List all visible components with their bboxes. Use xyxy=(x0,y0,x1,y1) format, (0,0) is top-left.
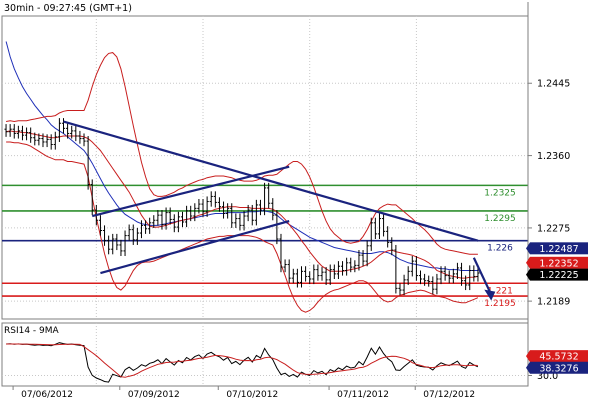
level-label: 1.2195 xyxy=(484,299,516,309)
x-tick-label: 07/12/2012 xyxy=(423,390,475,400)
x-axis: 07/06/2012 07/09/2012 07/10/2012 07/11/2012… xyxy=(12,386,475,400)
indicator-tick-label: 30.0 xyxy=(537,371,558,382)
projection-arrow-head xyxy=(484,289,496,301)
level-label: 1.221 xyxy=(487,286,513,296)
price-flag-pointer xyxy=(526,268,530,281)
indicator-flag-pointer xyxy=(526,350,530,363)
indicator-flag-pointer xyxy=(526,361,530,374)
price-flag-label: 1.22487 xyxy=(539,244,578,255)
price-flag-bg xyxy=(530,242,588,255)
indicator-flag-label: 38.3276 xyxy=(539,363,578,374)
trendline xyxy=(91,165,290,218)
price-flag-label: 1.22352 xyxy=(539,258,578,269)
indicator-flag-label: 45.5732 xyxy=(539,352,578,363)
indicator-grid xyxy=(2,323,528,386)
price-flag-bg xyxy=(530,256,588,269)
indicator-lines xyxy=(6,342,479,383)
price-tick-label: 1.2189 xyxy=(537,297,570,308)
level-label: 1.2295 xyxy=(484,214,516,224)
indicator-panel-frame xyxy=(1,322,529,387)
price-tick-label: 1.2445 xyxy=(537,79,570,90)
price-trendlines xyxy=(63,120,496,301)
series-line-bollinger-middle xyxy=(5,130,479,279)
series-line-bollinger-lower xyxy=(6,141,479,313)
indicator-flag-bg xyxy=(530,361,588,374)
chart-title: 30min - 09:27:45 (GMT+1) xyxy=(4,3,132,14)
x-tick-label: 07/11/2012 xyxy=(337,390,389,400)
trendline xyxy=(63,120,479,242)
indicator-title: RSI14 - 9MA xyxy=(4,326,60,336)
indicator-line-rsi xyxy=(6,342,479,383)
x-tick-label: 07/06/2012 xyxy=(21,390,73,400)
price-bars xyxy=(4,118,480,296)
price-flag-pointer xyxy=(526,256,530,269)
price-tick-label: 1.2275 xyxy=(537,223,570,234)
price-flag-label: 1.22225 xyxy=(539,270,578,281)
price-flag-pointer xyxy=(526,242,530,255)
indicator-line-rsi-ma xyxy=(6,343,478,378)
level-label: 1.2325 xyxy=(484,188,516,198)
price-tick-label: 1.2360 xyxy=(537,151,570,162)
x-tick-label: 07/10/2012 xyxy=(226,390,278,400)
series-line-bollinger-upper xyxy=(6,52,478,255)
series-line-moving-average xyxy=(5,41,478,271)
x-tick-label: 07/09/2012 xyxy=(128,390,180,400)
indicator-axis: 30.0 xyxy=(528,371,558,382)
price-axis: 1.2445 1.2360 1.2275 1.2189 xyxy=(527,2,570,386)
level-label: 1.226 xyxy=(487,244,513,254)
price-flag-bg xyxy=(530,268,588,281)
trendline xyxy=(100,220,290,275)
price-lines xyxy=(5,41,479,313)
projection-arrow-shaft xyxy=(472,257,492,294)
indicator-flag-bg xyxy=(530,350,588,363)
